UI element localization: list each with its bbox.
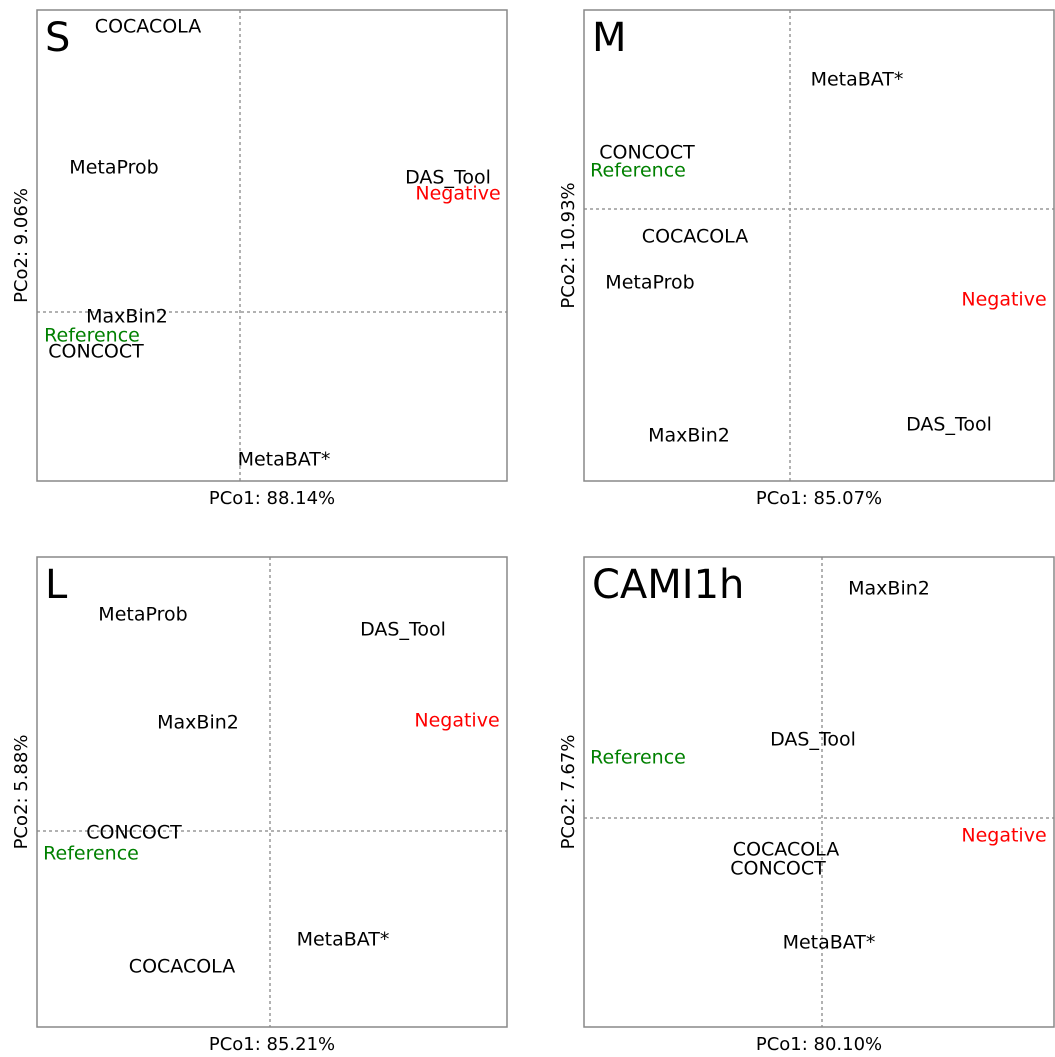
point-label: MetaBAT* xyxy=(811,69,904,91)
point-label: DAS_Tool xyxy=(360,619,446,641)
panel: S PCo1: 88.14% PCo2: 9.06% COCACOLA MetaProb… xyxy=(11,9,508,509)
point-label: MaxBin2 xyxy=(848,578,930,600)
point-label: DAS_Tool xyxy=(405,167,491,189)
point-label: COCACOLA xyxy=(95,16,201,38)
point-label: Reference xyxy=(44,325,140,347)
point-label: COCACOLA xyxy=(642,226,748,248)
point-label: COCACOLA xyxy=(733,839,839,861)
y-axis-label: PCo2: 5.88% xyxy=(11,735,32,850)
point-label: MetaProb xyxy=(98,604,187,626)
point-label: Reference xyxy=(590,747,686,769)
point-label: DAS_Tool xyxy=(770,729,856,751)
panel-title: CAMI1h xyxy=(592,562,744,608)
y-axis-label: PCo2: 7.67% xyxy=(558,735,579,850)
point-label: MetaBAT* xyxy=(238,449,331,471)
point-label: CONCOCT xyxy=(730,858,826,880)
point-label: Negative xyxy=(961,825,1046,847)
point-label: MaxBin2 xyxy=(157,712,239,734)
point-label: MaxBin2 xyxy=(648,425,730,447)
point-label: CONCOCT xyxy=(48,341,144,363)
plot-frame xyxy=(583,9,1055,482)
point-label: DAS_Tool xyxy=(906,414,992,436)
point-label: CONCOCT xyxy=(86,822,182,844)
panel-title: M xyxy=(592,15,627,61)
panel-title: S xyxy=(45,15,70,61)
panel: CAMI1h PCo1: 80.10% PCo2: 7.67% MaxBin2 DAS_… xyxy=(558,556,1055,1055)
point-label: MetaBAT* xyxy=(783,932,876,954)
x-axis-label: PCo1: 88.14% xyxy=(209,488,335,509)
y-axis-label: PCo2: 10.93% xyxy=(558,182,579,308)
point-label: Reference xyxy=(590,160,686,182)
point-label: COCACOLA xyxy=(129,956,235,978)
point-label: Negative xyxy=(415,183,500,205)
plot-frame xyxy=(36,9,508,482)
panel-title: L xyxy=(45,562,68,608)
x-axis-label: PCo1: 80.10% xyxy=(756,1034,882,1055)
x-axis-label: PCo1: 85.07% xyxy=(756,488,882,509)
panel: M PCo1: 85.07% PCo2: 10.93% MetaBAT* CONCOCT… xyxy=(558,9,1055,509)
point-label: MetaBAT* xyxy=(297,929,390,951)
x-axis-label: PCo1: 85.21% xyxy=(209,1034,335,1055)
point-label: Negative xyxy=(414,710,499,732)
point-label: MaxBin2 xyxy=(86,306,168,328)
point-label: MetaProb xyxy=(605,272,694,294)
y-axis-label: PCo2: 9.06% xyxy=(11,188,32,303)
plot-frame xyxy=(583,556,1055,1028)
point-label: CONCOCT xyxy=(599,142,695,164)
panel: L PCo1: 85.21% PCo2: 5.88% MetaProb DAS_Tool… xyxy=(11,556,508,1055)
point-label: MetaProb xyxy=(69,157,158,179)
point-label: Negative xyxy=(961,289,1046,311)
plot-frame xyxy=(36,556,508,1028)
point-label: Reference xyxy=(43,843,139,865)
